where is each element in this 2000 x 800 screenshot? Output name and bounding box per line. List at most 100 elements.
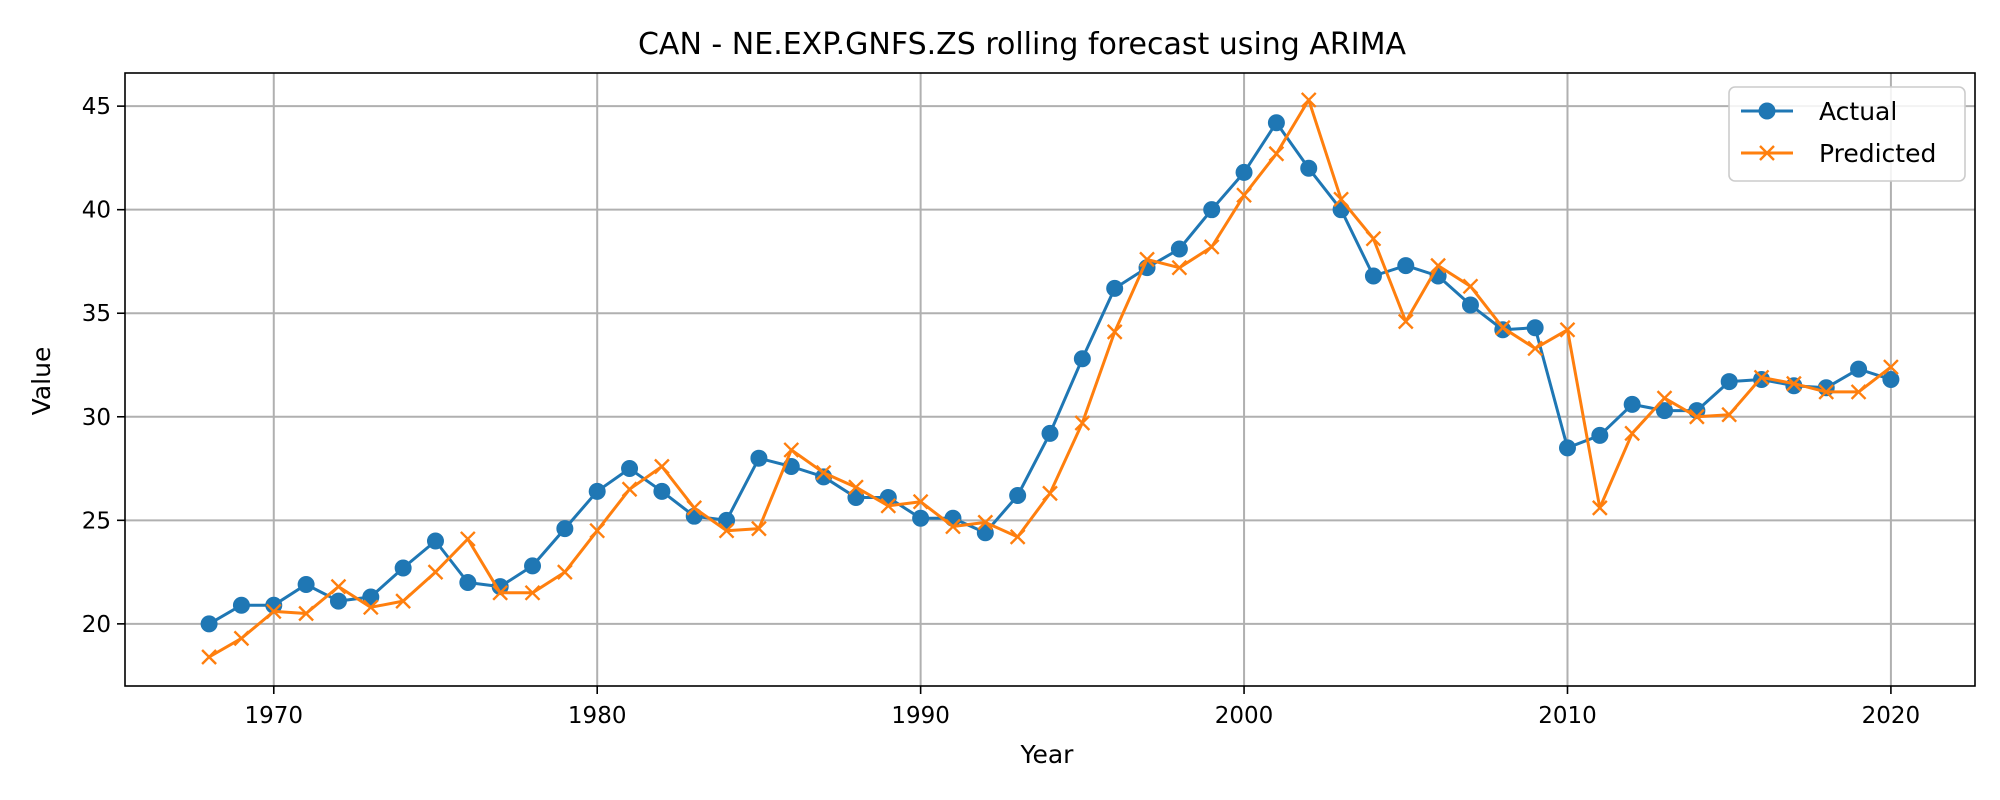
data-point	[524, 557, 542, 575]
data-point	[718, 511, 736, 529]
x-tick-label: 1980	[568, 703, 627, 729]
legend-item-actual: Actual	[1741, 97, 1897, 126]
data-point	[750, 449, 768, 467]
data-point	[1882, 371, 1900, 388]
data-point	[557, 564, 573, 580]
data-point	[394, 559, 412, 577]
data-point	[945, 518, 961, 535]
data-point	[1883, 359, 1899, 375]
data-point	[1268, 145, 1285, 162]
data-point	[492, 584, 509, 601]
data-point	[1203, 239, 1220, 255]
data-point	[589, 522, 606, 539]
data-point	[1461, 296, 1479, 314]
legend-label: Predicted	[1819, 139, 1936, 168]
data-point	[1623, 395, 1641, 413]
y-tick-label: 25	[82, 508, 111, 534]
data-point	[395, 593, 411, 609]
x-tick-label: 1970	[245, 703, 304, 729]
chart-title: CAN - NE.EXP.GNFS.ZS rolling forecast us…	[638, 27, 1406, 62]
data-point	[847, 489, 865, 507]
data-point	[1106, 279, 1124, 297]
data-point	[491, 578, 509, 596]
data-point	[977, 514, 994, 531]
data-point	[201, 649, 217, 665]
y-tick-label: 20	[82, 612, 111, 638]
data-point	[1656, 390, 1673, 406]
data-point	[297, 576, 315, 594]
data-point	[1720, 373, 1738, 391]
legend-marker	[1759, 145, 1775, 161]
data-point	[459, 573, 477, 591]
data-point	[233, 630, 250, 647]
data-point	[1591, 500, 1608, 516]
data-point	[1430, 257, 1446, 274]
data-point	[1462, 278, 1479, 295]
data-point	[751, 520, 767, 537]
data-point	[1559, 321, 1576, 338]
legend-marker	[1758, 102, 1776, 120]
grid	[125, 73, 1975, 686]
data-point	[1009, 486, 1027, 504]
data-point	[686, 500, 703, 516]
data-point	[1818, 384, 1835, 400]
legend-item-predicted: Predicted	[1741, 139, 1936, 168]
data-point	[1721, 406, 1738, 423]
data-point	[232, 596, 250, 614]
data-point	[1494, 319, 1511, 336]
data-point	[329, 592, 347, 610]
data-point	[1333, 191, 1349, 208]
data-point	[1300, 159, 1318, 177]
data-point	[912, 509, 930, 527]
data-point	[1850, 360, 1868, 378]
data-point	[524, 584, 541, 601]
data-point	[265, 603, 282, 620]
x-tick-label: 2020	[1862, 703, 1921, 729]
data-point	[976, 524, 994, 542]
y-tick-label: 40	[82, 198, 111, 224]
data-point	[653, 482, 671, 500]
data-point	[815, 464, 832, 481]
data-point	[1171, 259, 1188, 276]
data-point	[1073, 350, 1091, 368]
data-point	[1850, 384, 1867, 400]
data-point	[621, 460, 639, 478]
data-point	[362, 588, 380, 606]
plot-frame	[124, 72, 1976, 687]
data-point	[1397, 313, 1414, 330]
data-point	[1074, 415, 1091, 431]
data-point	[298, 605, 314, 622]
data-point	[1139, 251, 1155, 268]
data-point	[1397, 257, 1415, 275]
x-tick-label: 1990	[891, 703, 950, 729]
data-point	[426, 532, 444, 550]
data-point	[1235, 163, 1253, 181]
data-point	[1656, 402, 1674, 420]
data-point	[1786, 375, 1802, 392]
y-tick-label: 45	[82, 94, 111, 120]
data-point	[362, 599, 379, 616]
data-point	[880, 497, 897, 514]
data-point	[1267, 114, 1285, 132]
data-point	[1364, 267, 1382, 285]
data-point	[1558, 439, 1576, 457]
series-line-actual	[208, 121, 1892, 626]
data-point	[1203, 201, 1221, 219]
data-point	[1753, 369, 1770, 386]
data-point	[848, 479, 864, 496]
data-point	[1106, 324, 1123, 340]
data-point	[1041, 424, 1059, 442]
data-point	[1624, 425, 1641, 442]
legend: Actual Predicted	[1728, 86, 1966, 182]
series-actual	[200, 114, 1900, 633]
x-axis-label: Year	[1020, 740, 1075, 769]
x-tick-label: 2010	[1538, 703, 1597, 729]
data-point	[427, 564, 444, 580]
data-point	[330, 578, 347, 595]
data-point	[1591, 426, 1609, 444]
x-tick-label: 2000	[1215, 703, 1274, 729]
y-axis-label: Value	[27, 347, 56, 416]
data-point	[1527, 340, 1543, 357]
